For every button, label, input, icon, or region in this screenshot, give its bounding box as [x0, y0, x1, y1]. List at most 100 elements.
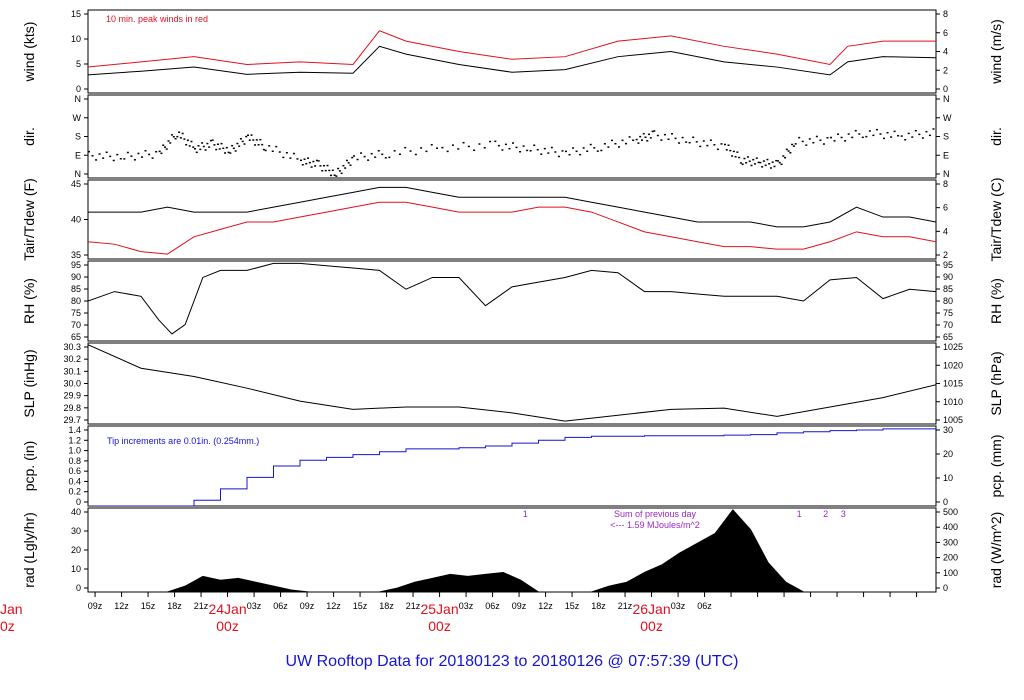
dir-point [713, 143, 716, 146]
dir-point [512, 142, 514, 144]
dir-point [478, 143, 481, 145]
dir-point [519, 150, 522, 153]
dir-point [278, 151, 281, 153]
x-hour-label: 03z [459, 601, 474, 611]
x-day-label-cut: Jan [0, 601, 23, 617]
dir-point [741, 163, 744, 166]
dir-point [782, 155, 785, 157]
left-tick-label: 29.9 [63, 391, 81, 401]
dir-point [586, 150, 589, 152]
right-tick-label: 6 [943, 28, 948, 38]
dir-point [925, 130, 928, 133]
dir-point [667, 138, 670, 140]
dir-point [185, 143, 188, 146]
dir-point [275, 145, 278, 148]
dir-point [625, 142, 628, 145]
x-hour-label: 15z [141, 601, 156, 611]
dir-point [133, 159, 136, 161]
dir-point [178, 131, 181, 134]
dir-point [123, 158, 126, 160]
right-tick-label: 30 [943, 425, 953, 435]
dir-point [340, 172, 343, 175]
dir-point [98, 153, 101, 155]
dir-point [446, 150, 449, 153]
dir-point [483, 147, 486, 149]
left-tick-label: 30.1 [63, 366, 81, 376]
dir-point [621, 139, 624, 142]
dir-point [457, 148, 460, 150]
dir-point [349, 164, 352, 166]
dir-point [204, 149, 207, 151]
dir-point [773, 165, 776, 168]
panel-frame [87, 425, 937, 507]
dir-point [303, 158, 306, 160]
dir-point [353, 155, 355, 157]
dir-point [305, 162, 308, 165]
dir-point [572, 147, 575, 149]
dir-point [497, 144, 500, 147]
dir-point [171, 134, 174, 136]
x-hour-label: 21z [406, 601, 421, 611]
left-tick-label: 5 [76, 59, 81, 69]
dir-point [330, 174, 333, 177]
dir-point [752, 158, 755, 161]
left-tick-label: 20 [71, 545, 81, 555]
dir-point [628, 136, 631, 138]
left-tick-label: 0 [76, 583, 81, 593]
left-tick-label: 30.3 [63, 342, 81, 352]
dir-point [255, 139, 258, 141]
dir-point [344, 167, 347, 169]
left-tick-label: 0 [76, 497, 81, 507]
dir-point [575, 150, 578, 153]
dir-point [743, 157, 746, 160]
dir-point [716, 148, 719, 151]
dir-point [388, 156, 391, 159]
dir-point [345, 159, 348, 162]
x-hour-label: 18z [591, 601, 606, 611]
dir-point [699, 145, 702, 148]
dir-point [462, 141, 465, 144]
dir-point [367, 159, 370, 161]
dir-point [282, 156, 285, 159]
dir-point [729, 149, 732, 152]
dir-point [688, 141, 691, 144]
dir-point [791, 143, 794, 146]
dir-point [529, 150, 532, 152]
dir-point [194, 148, 196, 150]
dir-point [579, 153, 582, 156]
right-tick-label: 80 [943, 296, 953, 306]
right-tick-label: 100 [943, 568, 958, 578]
dir-point [195, 151, 198, 154]
dir-point [162, 144, 165, 146]
panel-slp: 29.7 29.8 29.9 30.0 30.1 30.2 30.3 1005 1010 1015… [21, 342, 1004, 425]
dir-point [724, 143, 726, 146]
left-axis-label: Tair/Tdew (F) [21, 178, 37, 260]
x-hour-label: 12z [538, 601, 553, 611]
dir-point [706, 144, 709, 147]
dir-point [315, 159, 318, 162]
dir-point [211, 139, 214, 141]
dir-point [768, 163, 771, 165]
dir-point [116, 153, 119, 156]
dir-point [209, 139, 212, 142]
dir-point [748, 160, 751, 162]
dir-point [176, 135, 179, 138]
dir-point [398, 153, 401, 155]
left-tick-label: 85 [71, 284, 81, 294]
left-tick-label: 10 [71, 564, 81, 574]
dir-point [830, 136, 832, 139]
dir-point [181, 132, 184, 135]
x-hour-label: 03z [247, 601, 262, 611]
dir-point [921, 137, 924, 139]
dir-point [761, 166, 764, 168]
dir-point [822, 143, 825, 145]
left-tick-label: 30.0 [63, 379, 81, 389]
dir-point [257, 144, 260, 146]
dir-point [314, 165, 317, 167]
dir-point [635, 138, 638, 141]
left-tick-label: 0 [76, 84, 81, 94]
dir-point [231, 144, 234, 147]
right-tick-label: 400 [943, 522, 958, 532]
x-day-label: 25Jan [420, 601, 458, 617]
dir-point [875, 128, 878, 131]
